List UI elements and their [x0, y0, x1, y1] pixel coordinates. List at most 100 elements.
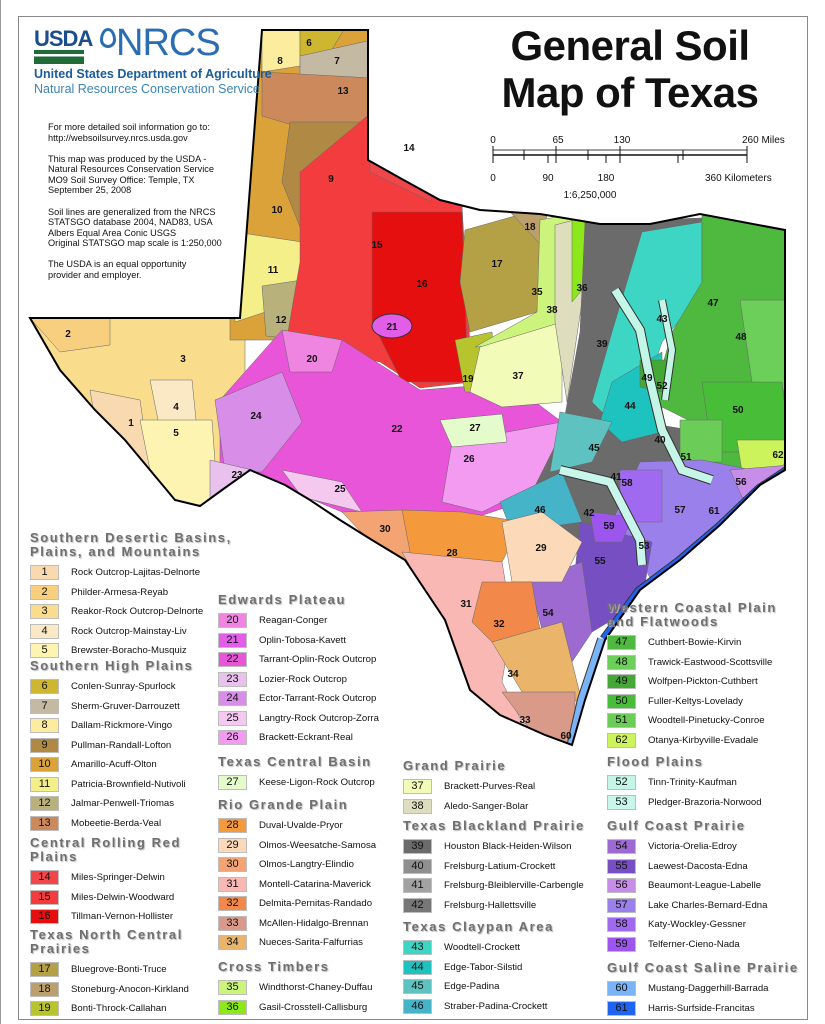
soil-region-59 — [589, 511, 633, 543]
legend-swatch: 41 — [403, 878, 432, 894]
legend-group-title: Western Coastal Plain and Flatwoods — [607, 600, 777, 629]
map-label-39: 39 — [596, 339, 608, 350]
legend-group: Texas North Central Prairies 17 Bluegrove-… — [30, 928, 200, 1019]
map-label-12: 12 — [275, 315, 287, 326]
legend-swatch: 28 — [218, 818, 247, 834]
legend-group-title: Cross Timbers — [218, 959, 330, 974]
legend-item-name: Stoneburg-Anocon-Kirkland — [71, 983, 189, 995]
soil-region-53 — [559, 466, 646, 566]
map-label-35: 35 — [531, 287, 543, 298]
legend-item-name: Cuthbert-Bowie-Kirvin — [648, 637, 742, 649]
legend-item-name: Windthorst-Chaney-Duffau — [259, 982, 373, 994]
map-label-40: 40 — [654, 435, 666, 446]
legend-swatch: 36 — [218, 999, 247, 1015]
legend-item-name: Bonti-Throck-Callahan — [71, 1003, 167, 1015]
soil-region-48 — [739, 299, 785, 393]
legend-item-name: Miles-Delwin-Woodward — [71, 891, 175, 903]
legend-swatch: 5 — [30, 643, 59, 659]
legend-item: 53 Pledger-Brazoria-Norwood — [607, 793, 762, 813]
map-label-25: 25 — [334, 484, 346, 495]
legend-group-title: Gulf Coast Prairie — [607, 818, 746, 833]
map-label-7: 7 — [334, 56, 340, 67]
legend-item-name: Woodtell-Pinetucky-Conroe — [648, 715, 765, 727]
map-label-34: 34 — [507, 669, 519, 680]
info-source: Soil lines are generalized from the NRCS… — [48, 206, 222, 249]
legend-item: 55 Laewest-Dacosta-Edna — [607, 857, 767, 877]
texas-outline — [28, 29, 786, 747]
legend-item: 21 Oplin-Tobosa-Kavett — [218, 631, 379, 651]
legend-item-name: Brewster-Boracho-Musquiz — [71, 645, 187, 657]
legend-item-name: Rock Outcrop-Lajitas-Delnorte — [71, 567, 201, 579]
legend-item-name: Tarrant-Oplin-Rock Outcrop — [259, 654, 377, 666]
map-label-23: 23 — [231, 470, 243, 481]
legend-item: 47 Cuthbert-Bowie-Kirvin — [607, 633, 807, 653]
legend-swatch: 57 — [607, 897, 636, 913]
legend-item-name: Fuller-Keltys-Lovelady — [648, 695, 743, 707]
map-label-18: 18 — [524, 222, 536, 233]
scale-bar: 0 65 130 260 Miles 0 90 180 360 Kilomete… — [490, 135, 785, 201]
map-info: For more detailed soil information go to… — [48, 122, 248, 291]
soil-region-20 — [281, 329, 343, 373]
legend-item-name: Lozier-Rock Outcrop — [259, 673, 347, 685]
scale-km-180: 180 — [598, 173, 615, 184]
map-label-44: 44 — [624, 401, 636, 412]
map-label-24: 24 — [250, 411, 262, 422]
legend-swatch: 6 — [30, 679, 59, 695]
legend-swatch: 4 — [30, 623, 59, 639]
legend-swatch: 1 — [30, 565, 59, 581]
map-label-19: 19 — [462, 374, 474, 385]
legend-item: 48 Trawick-Eastwood-Scottsville — [607, 653, 807, 673]
legend-group: Grand Prairie 37 Brackett-Purves-Real 38 Ale… — [403, 759, 535, 816]
legend-group: Gulf Coast Saline Prairie 60 Mustang-Dagge… — [607, 961, 799, 1018]
map-label-1: 1 — [128, 418, 134, 429]
legend-item-name: Brackett-Purves-Real — [444, 781, 536, 793]
soil-region-29 — [501, 511, 583, 583]
legend-swatch: 15 — [30, 889, 59, 905]
map-label-21: 21 — [386, 322, 398, 333]
page-edge — [0, 0, 1, 1024]
soil-region-16 — [371, 211, 469, 383]
legend-item-name: Patricia-Brownfield-Nutivoli — [71, 778, 186, 790]
legend-swatch: 22 — [218, 652, 247, 668]
legend-swatch: 55 — [607, 858, 636, 874]
legend-item-name: Conlen-Sunray-Spurlock — [71, 681, 176, 693]
legend-swatch: 59 — [607, 936, 636, 952]
legend-item: 11 Patricia-Brownfield-Nutivoli — [30, 775, 193, 795]
legend-item: 57 Lake Charles-Bernard-Edna — [607, 896, 767, 916]
legend-group-title: Southern High Plains — [30, 658, 194, 673]
map-label-57: 57 — [674, 505, 686, 516]
map-label-17: 17 — [491, 259, 503, 270]
legend-item: 25 Langtry-Rock Outcrop-Zorra — [218, 709, 379, 729]
legend-item: 46 Straber-Padina-Crockett — [403, 997, 554, 1017]
map-label-13: 13 — [337, 86, 349, 97]
legend-swatch: 62 — [607, 732, 636, 748]
legend-swatch: 47 — [607, 635, 636, 651]
legend-swatch: 48 — [607, 654, 636, 670]
legend-swatch: 29 — [218, 837, 247, 853]
map-label-6: 6 — [306, 38, 312, 49]
legend-group: Southern Desertic Basins, Plains, and Mo… — [30, 531, 245, 661]
soil-region-5 — [139, 419, 219, 506]
legend-swatch: 34 — [218, 935, 247, 951]
legend-item-name: Bluegrove-Bonti-Truce — [71, 964, 167, 976]
legend-item-name: Houston Black-Heiden-Wilson — [444, 841, 572, 853]
legend-item-name: Dallam-Rickmore-Vingo — [71, 720, 173, 732]
legend-group-title: Rio Grande Plain — [218, 797, 349, 812]
legend-group-title: Gulf Coast Saline Prairie — [607, 960, 799, 975]
soil-region-52 — [659, 299, 676, 401]
scale-miles-260: 260 Miles — [742, 135, 785, 146]
map-label-55: 55 — [594, 556, 606, 567]
legend-group-title: Texas Central Basin — [218, 754, 372, 769]
legend-group: Southern High Plains 6 Conlen-Sunray-Spurl… — [30, 659, 193, 833]
legend-swatch: 9 — [30, 737, 59, 753]
legend-group: Texas Blackland Prairie 39 Houston Black-H… — [403, 819, 585, 915]
legend-item: 34 Nueces-Sarita-Falfurrias — [218, 933, 376, 953]
legend-item: 30 Olmos-Langtry-Elindio — [218, 855, 376, 875]
legend-item: 19 Bonti-Throck-Callahan — [30, 999, 200, 1019]
legend-item: 44 Edge-Tabor-Silstid — [403, 958, 554, 978]
legend-group: Flood Plains 52 Tinn-Trinity-Kaufman 53 Pled… — [607, 755, 762, 812]
legend-group-title: Texas North Central Prairies — [30, 927, 183, 956]
legend-swatch: 49 — [607, 674, 636, 690]
legend-item: 31 Montell-Catarina-Maverick — [218, 875, 376, 895]
legend-swatch: 38 — [403, 798, 432, 814]
